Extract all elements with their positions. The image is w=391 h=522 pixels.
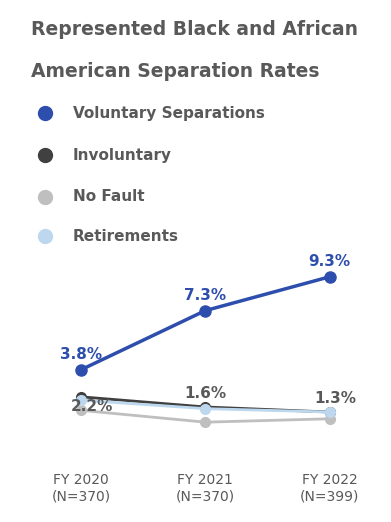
Text: Retirements: Retirements — [73, 229, 179, 244]
Text: 2.2%: 2.2% — [71, 399, 113, 414]
Text: Involuntary: Involuntary — [73, 148, 172, 163]
Text: 9.3%: 9.3% — [308, 254, 351, 269]
Text: Represented Black and African: Represented Black and African — [31, 20, 358, 39]
Text: Voluntary Separations: Voluntary Separations — [73, 106, 265, 121]
Text: 1.6%: 1.6% — [184, 386, 226, 401]
Text: 3.8%: 3.8% — [60, 347, 102, 362]
Text: No Fault: No Fault — [73, 189, 145, 205]
Text: 1.3%: 1.3% — [315, 391, 357, 406]
Text: American Separation Rates: American Separation Rates — [31, 62, 320, 81]
Text: 7.3%: 7.3% — [184, 288, 226, 303]
